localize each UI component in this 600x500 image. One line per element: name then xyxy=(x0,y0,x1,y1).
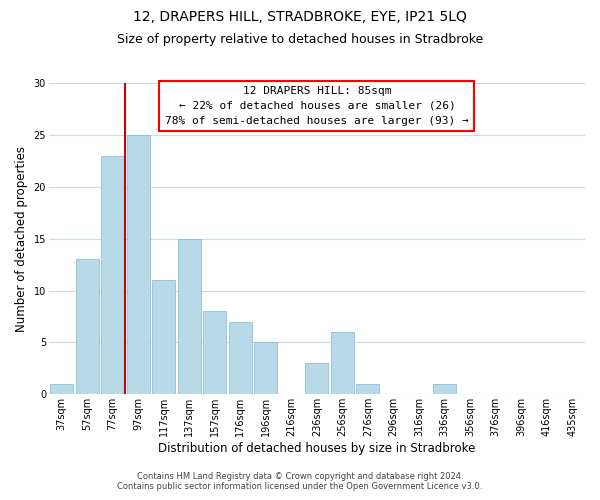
Text: Contains HM Land Registry data © Crown copyright and database right 2024.: Contains HM Land Registry data © Crown c… xyxy=(137,472,463,481)
Bar xyxy=(229,322,252,394)
X-axis label: Distribution of detached houses by size in Stradbroke: Distribution of detached houses by size … xyxy=(158,442,476,455)
Y-axis label: Number of detached properties: Number of detached properties xyxy=(15,146,28,332)
Bar xyxy=(356,384,379,394)
Bar xyxy=(152,280,175,394)
Bar xyxy=(178,238,201,394)
Bar xyxy=(433,384,456,394)
Text: 12 DRAPERS HILL: 85sqm
← 22% of detached houses are smaller (26)
78% of semi-det: 12 DRAPERS HILL: 85sqm ← 22% of detached… xyxy=(165,86,469,126)
Bar xyxy=(50,384,73,394)
Bar xyxy=(254,342,277,394)
Bar xyxy=(101,156,124,394)
Text: 12, DRAPERS HILL, STRADBROKE, EYE, IP21 5LQ: 12, DRAPERS HILL, STRADBROKE, EYE, IP21 … xyxy=(133,10,467,24)
Bar xyxy=(127,135,149,394)
Bar xyxy=(305,363,328,394)
Text: Contains public sector information licensed under the Open Government Licence v3: Contains public sector information licen… xyxy=(118,482,482,491)
Bar xyxy=(331,332,354,394)
Text: Size of property relative to detached houses in Stradbroke: Size of property relative to detached ho… xyxy=(117,32,483,46)
Bar xyxy=(76,260,98,394)
Bar xyxy=(203,312,226,394)
